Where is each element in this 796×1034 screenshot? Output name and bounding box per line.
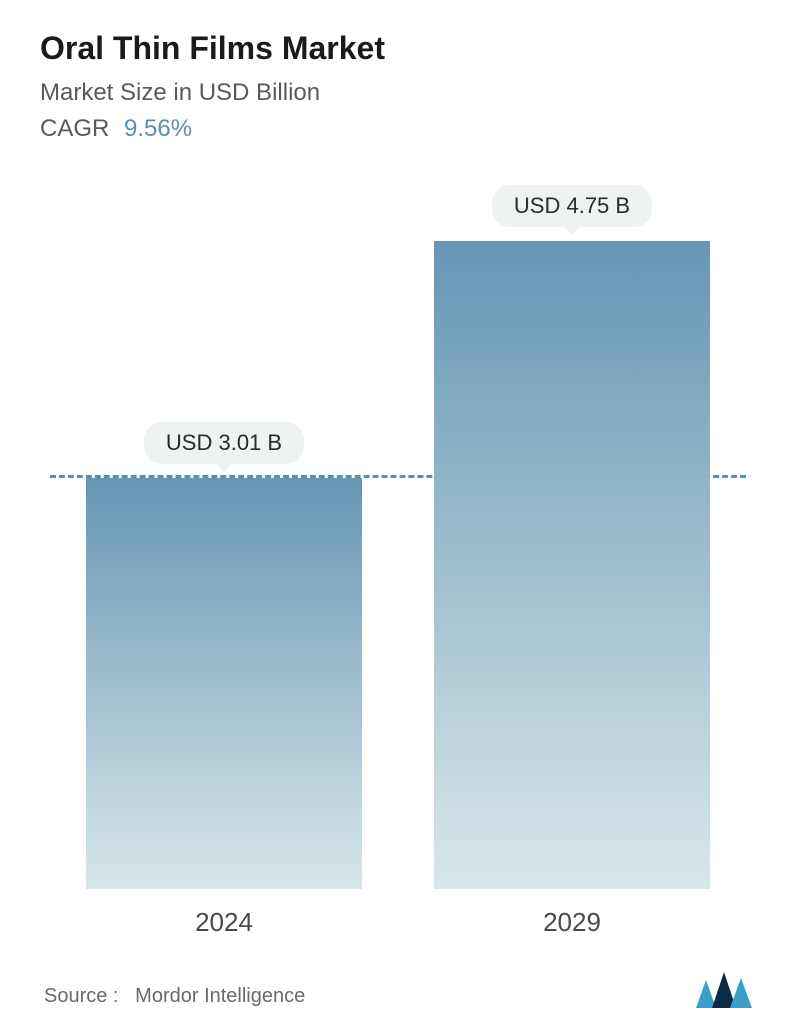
source-name: Mordor Intelligence	[135, 985, 305, 1007]
value-pill: USD 3.01 B	[144, 422, 304, 464]
bars-wrapper: USD 3.01 B USD 4.75 B	[50, 183, 746, 889]
cagr-value: 9.56%	[124, 115, 192, 142]
x-axis-label: 2024	[67, 907, 380, 938]
bar	[434, 241, 710, 889]
bar	[86, 478, 362, 889]
logo-shape-1	[696, 980, 716, 1008]
cagr-row: CAGR 9.56%	[40, 115, 756, 143]
source-attribution: Source : Mordor Intelligence	[44, 985, 305, 1008]
logo-shape-3	[730, 978, 752, 1008]
bar-group: USD 4.75 B	[415, 183, 728, 889]
chart-footer: Source : Mordor Intelligence	[40, 968, 756, 1014]
bar-group: USD 3.01 B	[67, 183, 380, 889]
value-pill: USD 4.75 B	[492, 185, 652, 227]
source-prefix: Source :	[44, 985, 118, 1007]
chart-subtitle: Market Size in USD Billion	[40, 79, 756, 107]
chart-plot-area: USD 3.01 B USD 4.75 B	[50, 183, 746, 889]
x-axis-labels: 2024 2029	[50, 907, 746, 938]
cagr-label: CAGR	[40, 115, 109, 142]
chart-container: Oral Thin Films Market Market Size in US…	[0, 0, 796, 1034]
chart-title: Oral Thin Films Market	[40, 30, 756, 67]
brand-logo-icon	[696, 968, 752, 1008]
x-axis-label: 2029	[415, 907, 728, 938]
